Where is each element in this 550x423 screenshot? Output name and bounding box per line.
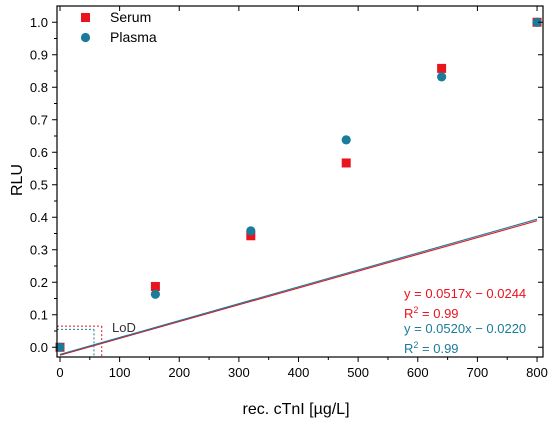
plasma-point [437,72,447,82]
y-tick-label: 1.0 [30,15,48,30]
legend-marker-serum [81,13,90,22]
x-tick-label: 0 [56,365,63,380]
plasma-point [246,226,256,236]
x-tick-label: 200 [168,365,190,380]
plasma-equation: y = 0.0520x − 0.0220 [404,321,526,336]
y-tick-label: 0.4 [30,210,48,225]
plasma-r-squared-superscript: 2 [413,340,418,350]
x-axis-label: rec. cTnI [µg/L] [242,401,349,418]
legend-label-serum: Serum [110,9,151,25]
plasma-point [55,342,65,352]
y-tick-label: 0.0 [30,340,48,355]
y-tick-label: 0.6 [30,145,48,160]
serum-r-squared: R2 = 0.99 [404,305,459,321]
plasma-point [341,135,351,145]
legend-label-plasma: Plasma [110,29,157,45]
serum-point [437,63,447,73]
data-markers [55,17,542,352]
serum-point [341,158,351,168]
x-tick-label: 700 [467,365,489,380]
serum-r-squared-superscript: 2 [413,305,418,315]
plasma-fit-line [59,218,538,355]
x-axis-ticks: 0 100 200 300 400 500 600 700 800 [56,6,548,380]
x-tick-label: 400 [288,365,310,380]
legend-marker-plasma [80,32,91,43]
serum-r-squared-value: = 0.99 [418,306,458,321]
x-tick-label: 600 [407,365,429,380]
fit-equations: y = 0.0517x − 0.0244 R2 = 0.99 y = 0.052… [404,286,526,356]
y-tick-label: 0.3 [30,242,48,257]
y-tick-label: 0.7 [30,112,48,127]
plasma-r-squared-symbol: R [404,341,413,356]
y-tick-label: 0.1 [30,307,48,322]
serum-equation: y = 0.0517x − 0.0244 [404,286,526,301]
lod-label: LoD [112,320,136,335]
x-tick-label: 100 [109,365,131,380]
y-tick-label: 0.9 [30,47,48,62]
plasma-point [532,17,542,27]
y-axis-ticks: 0.0 0.1 0.2 0.3 0.4 0.5 0.6 0.7 0.8 0.9 1.0 [30,15,543,355]
y-tick-label: 0.2 [30,275,48,290]
y-tick-label: 0.5 [30,177,48,192]
y-tick-label: 0.8 [30,80,48,95]
legend: Serum Plasma [80,9,157,45]
lod-guide-lines [57,325,103,357]
serum-fit-line [59,220,538,356]
plasma-r-squared: R2 = 0.99 [404,340,459,356]
plasma-point [150,289,160,299]
serum-point [150,281,160,291]
plot-frame [56,5,544,358]
plasma-r-squared-value: = 0.99 [418,341,458,356]
serum-point [246,231,256,241]
x-tick-label: 500 [347,365,369,380]
axes [56,5,544,358]
x-tick-label: 300 [228,365,250,380]
x-tick-label: 800 [526,365,548,380]
fit-lines [59,218,538,356]
y-axis-label: RLU [9,164,26,196]
serum-r-squared-symbol: R [404,306,413,321]
